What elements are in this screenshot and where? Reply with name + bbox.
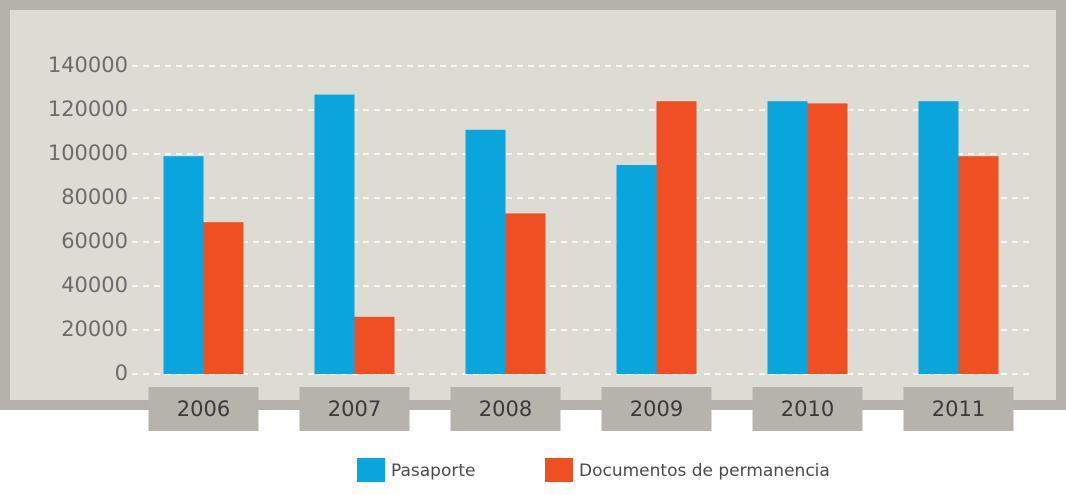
category-box	[299, 387, 410, 431]
bar	[656, 101, 697, 374]
y-tick-label: 40000	[61, 273, 128, 297]
legend-swatch	[545, 458, 573, 482]
bar	[807, 103, 848, 375]
bar	[314, 94, 355, 374]
legend-label: Documentos de permanencia	[579, 461, 830, 481]
legend-swatch	[357, 458, 385, 482]
category-box	[903, 387, 1014, 431]
y-tick-label: 60000	[61, 229, 128, 253]
category-box	[752, 387, 863, 431]
x-tick-label: 2010	[781, 397, 834, 421]
y-tick-label: 20000	[61, 317, 128, 341]
category-box	[148, 387, 259, 431]
x-tick-label: 2011	[932, 397, 985, 421]
bar	[918, 101, 959, 374]
y-tick-label: 120000	[48, 97, 128, 121]
y-tick-label: 100000	[48, 141, 128, 165]
bar	[465, 129, 506, 374]
bar	[767, 101, 808, 374]
bar	[505, 213, 546, 374]
legend-label: Pasaporte	[391, 461, 476, 481]
y-tick-label: 80000	[61, 185, 128, 209]
bar	[163, 156, 204, 374]
x-tick-label: 2009	[630, 397, 683, 421]
x-tick-label: 2008	[479, 397, 532, 421]
bar	[958, 156, 999, 374]
category-box	[601, 387, 712, 431]
bar	[354, 316, 395, 374]
x-tick-label: 2006	[177, 397, 230, 421]
category-box	[450, 387, 561, 431]
y-tick-label: 140000	[48, 53, 128, 77]
bar	[203, 222, 244, 374]
y-tick-label: 0	[115, 361, 128, 385]
x-tick-label: 2007	[328, 397, 381, 421]
bar	[616, 165, 657, 374]
